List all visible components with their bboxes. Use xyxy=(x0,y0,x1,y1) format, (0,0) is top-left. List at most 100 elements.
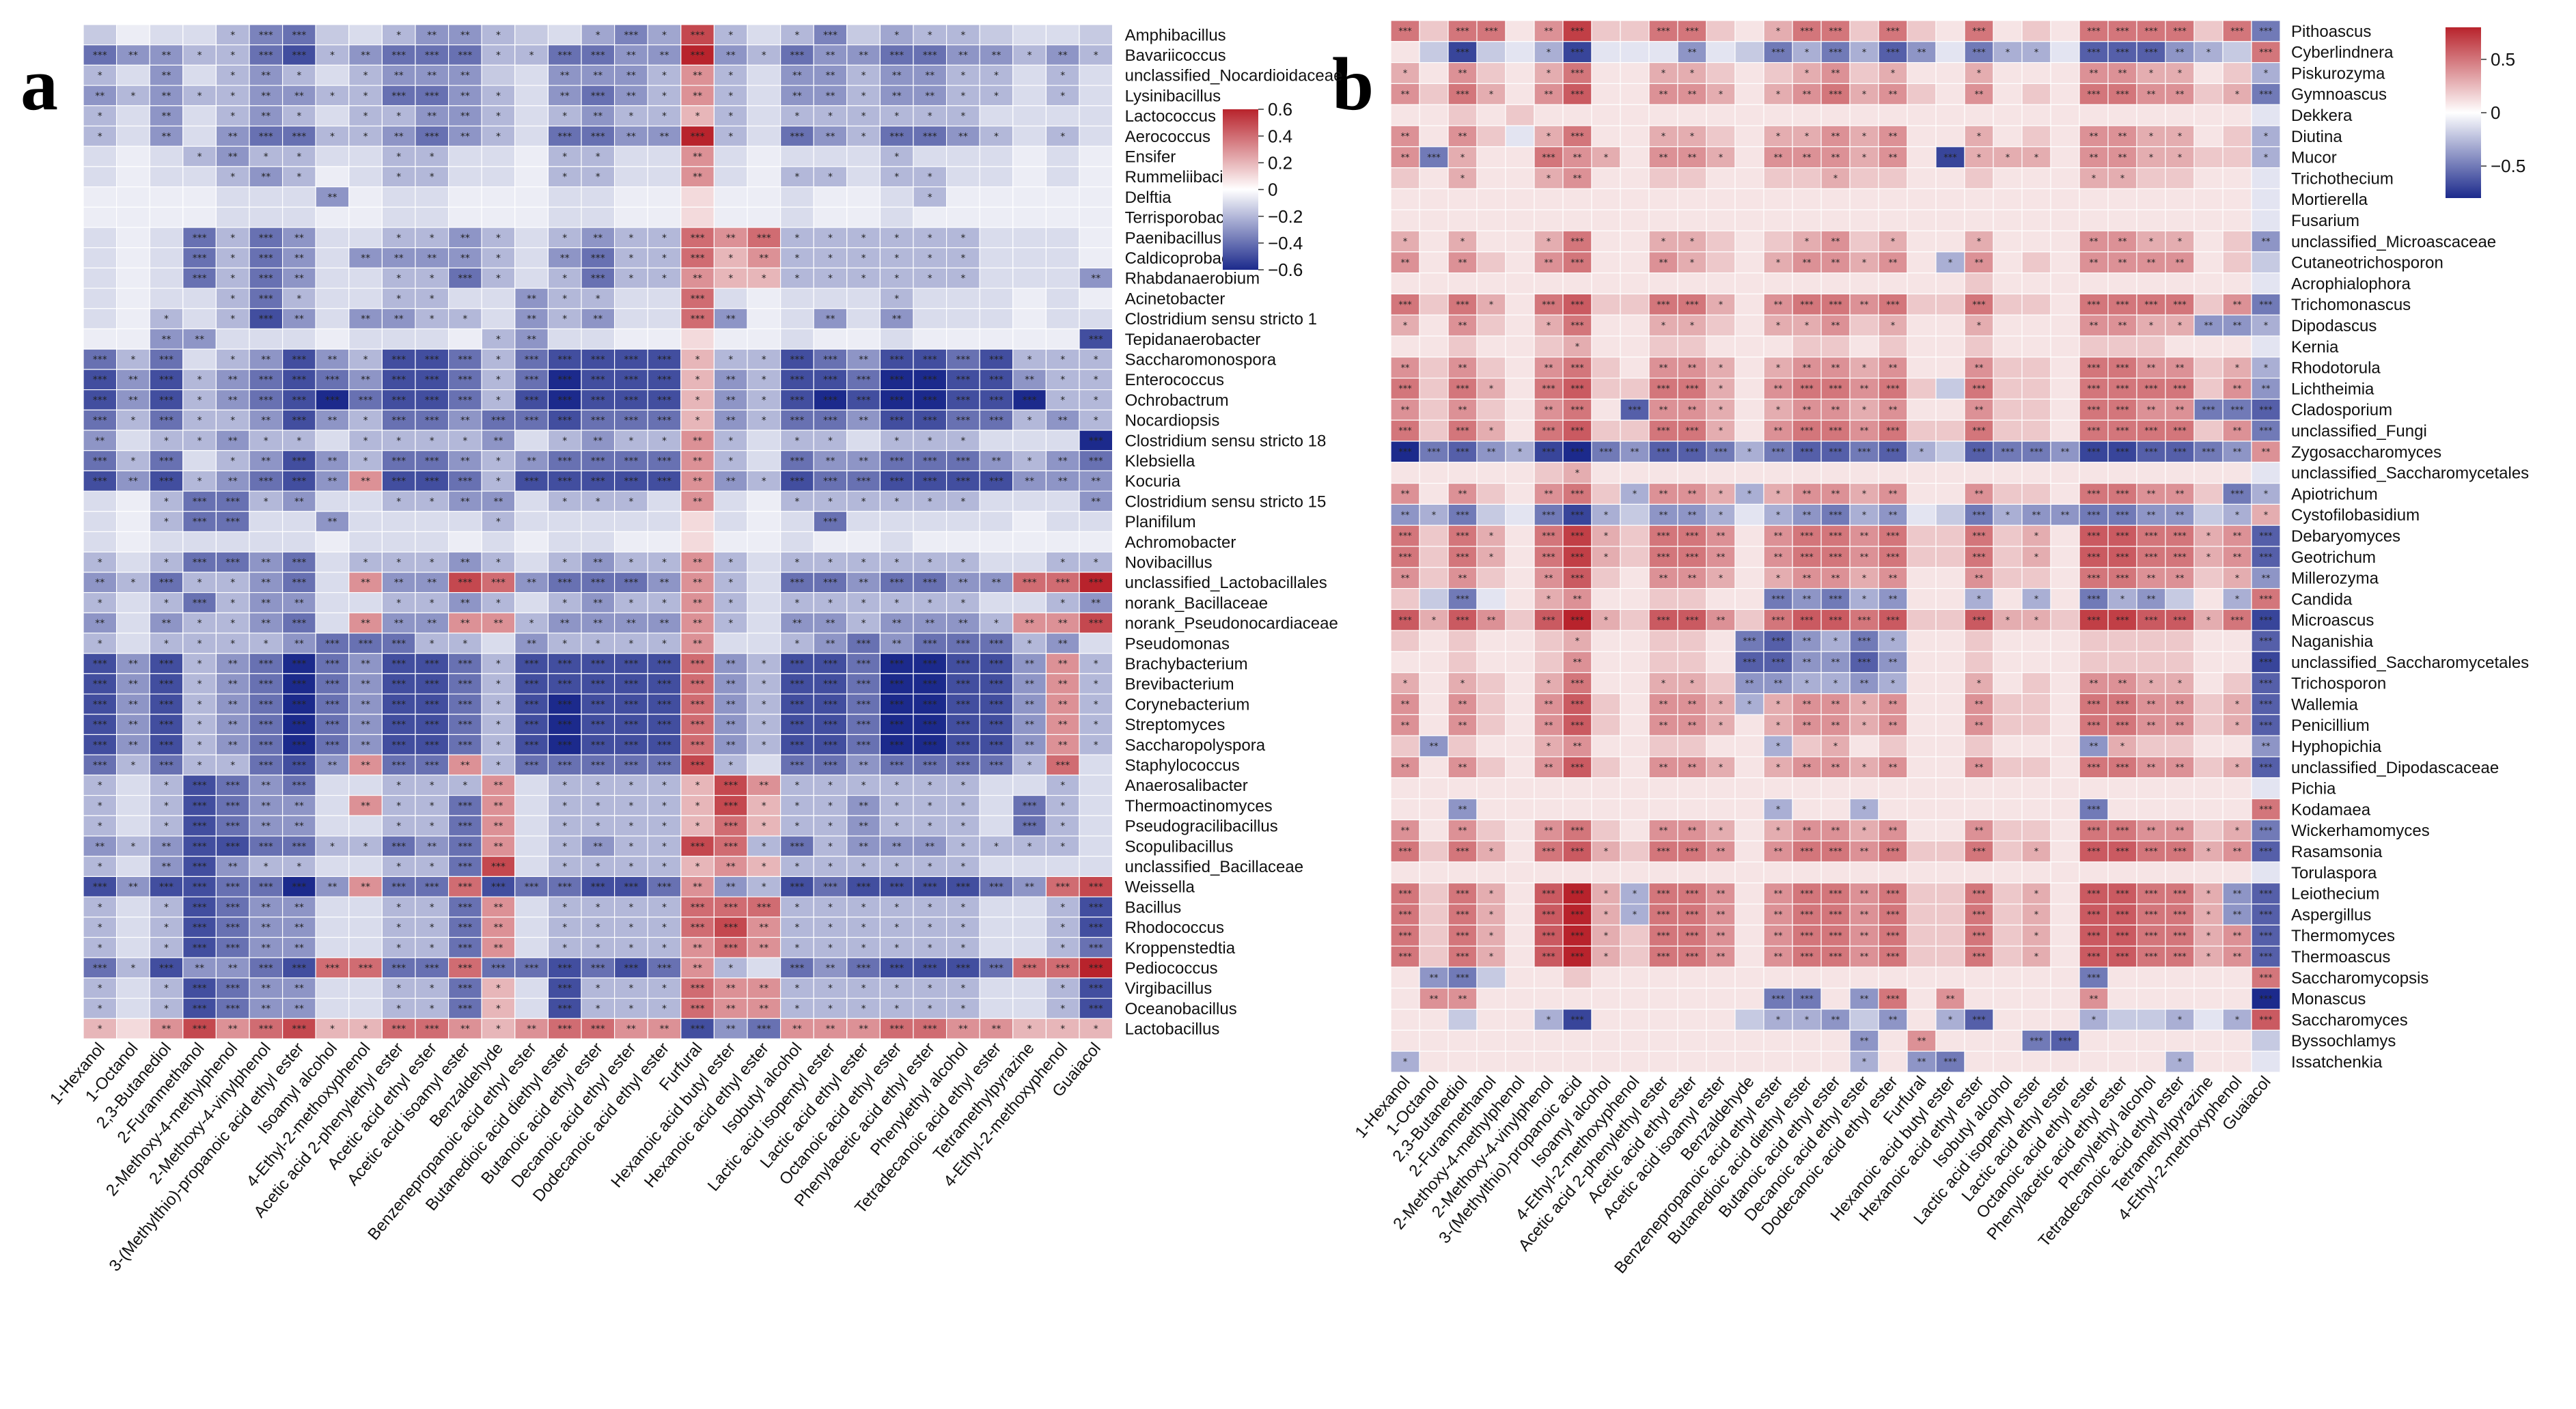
significance-marker: *** xyxy=(1886,910,1900,921)
heatmap-cell xyxy=(813,328,848,350)
significance-marker: *** xyxy=(2259,931,2273,941)
significance-marker: * xyxy=(2235,574,2240,584)
significance-marker: * xyxy=(98,111,102,122)
heatmap-cell xyxy=(913,308,947,330)
heatmap-cell xyxy=(348,997,383,1019)
significance-marker: ** xyxy=(128,679,138,690)
heatmap-cell xyxy=(514,936,549,958)
significance-marker: ** xyxy=(1889,826,1898,836)
significance-marker: * xyxy=(794,800,799,811)
significance-marker: * xyxy=(662,436,667,447)
significance-marker: ** xyxy=(958,578,968,589)
significance-marker: ** xyxy=(95,618,105,629)
heatmap-cell xyxy=(1620,357,1650,379)
significance-marker: *** xyxy=(1456,595,1469,605)
significance-marker: *** xyxy=(159,760,174,771)
significance-marker: ** xyxy=(162,1024,171,1035)
heatmap-cell xyxy=(249,24,283,46)
heatmap-cell xyxy=(2222,188,2252,210)
heatmap-cell xyxy=(315,166,350,188)
significance-marker: * xyxy=(1776,763,1781,773)
heatmap-cell xyxy=(1505,230,1535,253)
significance-marker: * xyxy=(1862,405,1867,415)
heatmap-cell xyxy=(1849,735,1879,757)
significance-marker: *** xyxy=(391,456,406,466)
significance-marker: ** xyxy=(2262,237,2271,247)
significance-marker: *** xyxy=(1829,385,1842,395)
significance-marker: *** xyxy=(2116,300,2129,310)
significance-marker: ** xyxy=(460,456,470,466)
significance-marker: * xyxy=(396,861,401,872)
heatmap-cell xyxy=(315,105,350,127)
heatmap-cell xyxy=(2050,988,2080,1010)
significance-marker: *** xyxy=(823,517,837,528)
heatmap-cell xyxy=(2021,230,2051,253)
heatmap-cell xyxy=(1706,335,1736,358)
significance-marker: *** xyxy=(591,91,605,102)
heatmap-cell xyxy=(581,64,615,86)
heatmap-cell xyxy=(1620,672,1650,695)
heatmap-cell xyxy=(747,125,781,147)
heatmap-cell xyxy=(1419,903,1449,925)
row-label: Lactobacillus xyxy=(1125,1020,1220,1039)
heatmap-cell xyxy=(1648,966,1678,989)
heatmap-cell xyxy=(1476,714,1506,736)
heatmap-cell xyxy=(1591,209,1621,232)
significance-marker: *** xyxy=(2259,89,2273,100)
heatmap-cell xyxy=(779,206,814,228)
significance-marker: * xyxy=(2264,363,2269,374)
significance-marker: *** xyxy=(591,1024,605,1035)
significance-marker: * xyxy=(762,861,766,872)
heatmap-cell xyxy=(1763,462,1793,484)
significance-marker: ** xyxy=(261,172,271,183)
significance-marker: * xyxy=(861,557,866,568)
significance-marker: * xyxy=(596,294,600,305)
significance-marker: * xyxy=(960,253,965,264)
heatmap-cell xyxy=(1820,777,1851,800)
significance-marker: ** xyxy=(859,1024,868,1035)
heatmap-cell xyxy=(1505,167,1535,190)
heatmap-cell xyxy=(979,247,1014,269)
heatmap-cell xyxy=(1935,546,1965,568)
colorbar-tick-label: −0.4 xyxy=(1268,233,1303,253)
significance-marker: * xyxy=(562,294,567,305)
heatmap-cell xyxy=(1706,1008,1736,1031)
heatmap-cell xyxy=(481,24,516,46)
significance-marker: * xyxy=(396,233,401,244)
significance-marker: ** xyxy=(693,152,702,163)
significance-marker: *** xyxy=(657,760,671,771)
heatmap-cell xyxy=(547,64,582,86)
significance-marker: *** xyxy=(525,963,539,974)
heatmap-cell xyxy=(1505,61,1535,84)
significance-marker: ** xyxy=(294,923,304,934)
significance-marker: ** xyxy=(1659,89,1669,100)
heatmap-cell xyxy=(514,227,549,249)
significance-marker: ** xyxy=(992,50,1001,61)
heatmap-cell xyxy=(1476,630,1506,652)
significance-marker: * xyxy=(230,456,235,466)
significance-marker: ** xyxy=(1717,553,1726,563)
heatmap-cell xyxy=(1907,587,1937,610)
heatmap-cell xyxy=(315,267,350,289)
heatmap-cell xyxy=(1620,188,1650,210)
heatmap-cell xyxy=(2165,988,2195,1010)
heatmap-cell xyxy=(1505,1008,1535,1031)
heatmap-cell xyxy=(215,409,250,431)
heatmap-cell xyxy=(879,409,914,431)
heatmap-cell xyxy=(1907,714,1937,736)
heatmap-cell xyxy=(315,612,350,634)
heatmap-cell xyxy=(116,591,150,613)
significance-marker: * xyxy=(1060,923,1065,934)
significance-marker: *** xyxy=(292,578,306,589)
significance-marker: *** xyxy=(1800,553,1814,563)
heatmap-cell xyxy=(415,328,449,350)
heatmap-cell xyxy=(647,348,682,370)
significance-marker: *** xyxy=(2173,847,2187,857)
row-label: Saccharopolyspora xyxy=(1125,736,1266,755)
significance-marker: * xyxy=(197,91,202,102)
heatmap-cell xyxy=(514,288,549,309)
significance-marker: * xyxy=(928,781,932,792)
significance-marker: ** xyxy=(1889,405,1898,415)
heatmap-cell xyxy=(182,531,217,553)
significance-marker: * xyxy=(1094,375,1098,386)
